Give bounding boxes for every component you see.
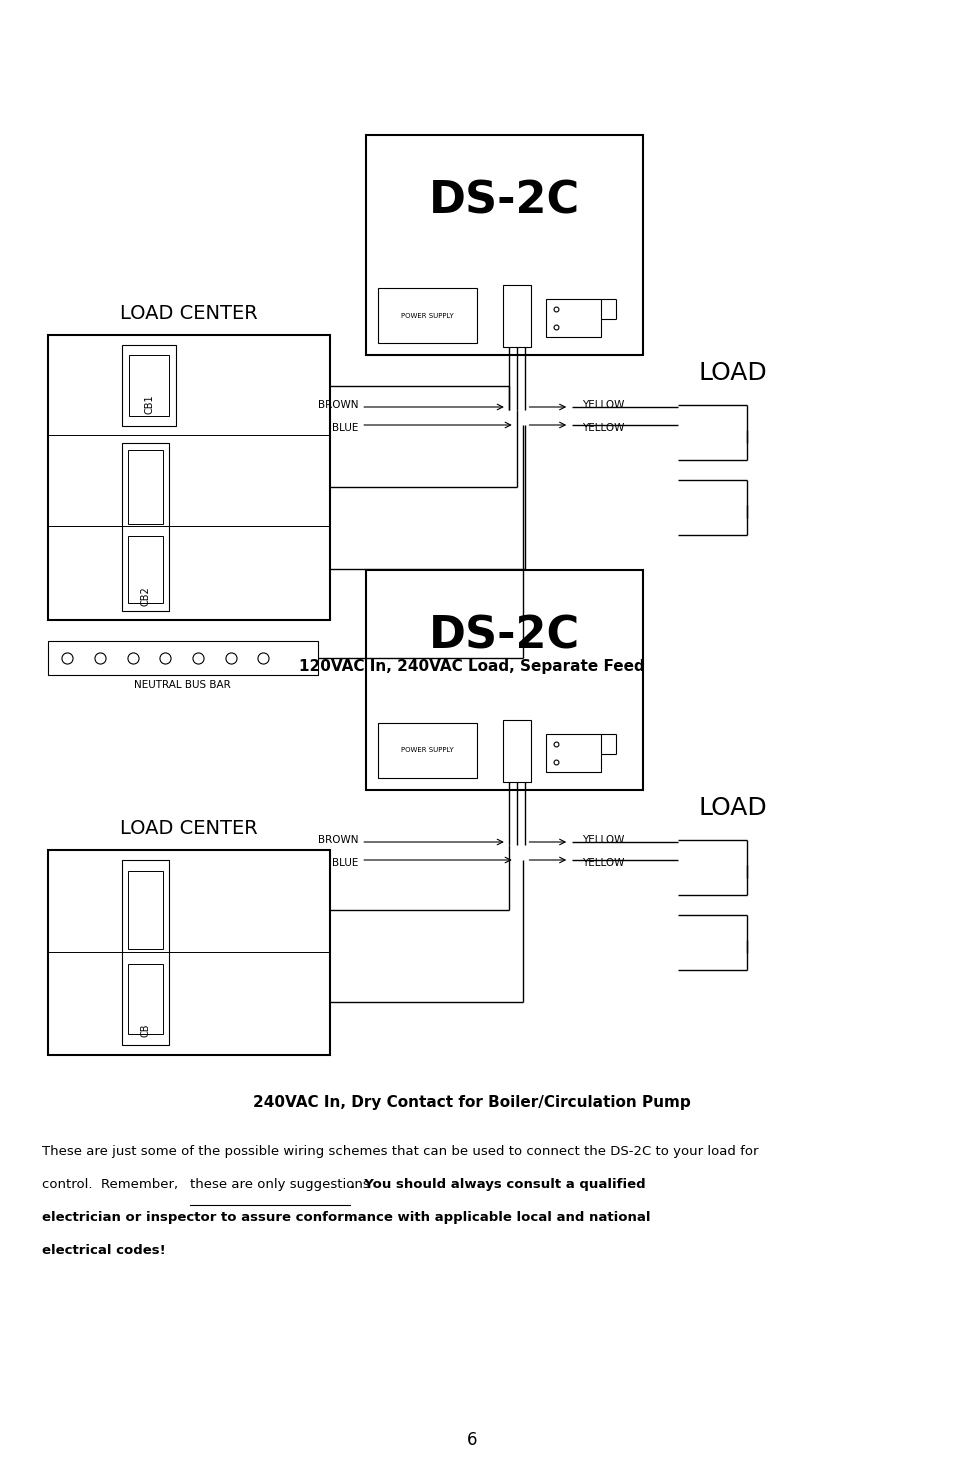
Text: YELLOW: YELLOW <box>581 400 624 410</box>
Bar <box>48 642 317 676</box>
Text: NEUTRAL BUS BAR: NEUTRAL BUS BAR <box>134 680 231 690</box>
Text: electrician or inspector to assure conformance with applicable local and nationa: electrician or inspector to assure confo… <box>42 1211 649 1224</box>
Text: POWER SUPPLY: POWER SUPPLY <box>401 313 454 319</box>
Text: 240VAC In, Dry Contact for Boiler/Circulation Pump: 240VAC In, Dry Contact for Boiler/Circul… <box>253 1096 690 1111</box>
Bar <box>502 285 530 347</box>
Bar <box>128 963 163 1034</box>
Bar <box>129 355 169 416</box>
Text: these are only suggestions: these are only suggestions <box>190 1179 370 1190</box>
Text: YELLOW: YELLOW <box>581 423 624 434</box>
Bar <box>546 735 600 771</box>
Bar <box>48 335 330 620</box>
Text: BROWN: BROWN <box>317 400 358 410</box>
Text: .  You should always consult a qualified: . You should always consult a qualified <box>350 1179 645 1190</box>
Text: These are just some of the possible wiring schemes that can be used to connect t: These are just some of the possible wiri… <box>42 1145 758 1158</box>
Text: 120VAC In, 240VAC Load, Separate Feed: 120VAC In, 240VAC Load, Separate Feed <box>299 659 644 674</box>
Bar <box>366 569 642 791</box>
Text: YELLOW: YELLOW <box>581 835 624 845</box>
Text: 6: 6 <box>466 1431 476 1448</box>
Text: BROWN: BROWN <box>317 835 358 845</box>
Bar <box>128 872 163 948</box>
Text: DS-2C: DS-2C <box>429 180 579 223</box>
Bar <box>122 860 169 1044</box>
Bar <box>122 444 169 612</box>
Text: BLUE: BLUE <box>332 423 358 434</box>
Text: YELLOW: YELLOW <box>581 858 624 867</box>
Text: LOAD: LOAD <box>698 796 766 820</box>
Bar <box>377 288 476 344</box>
Text: LOAD CENTER: LOAD CENTER <box>119 304 257 323</box>
Bar <box>546 299 600 336</box>
Bar <box>502 720 530 782</box>
Bar <box>377 723 476 777</box>
Bar <box>128 535 163 603</box>
Text: control.  Remember,: control. Remember, <box>42 1179 182 1190</box>
Text: electrical codes!: electrical codes! <box>42 1243 165 1257</box>
Text: CB1: CB1 <box>144 395 154 414</box>
Text: BLUE: BLUE <box>332 858 358 867</box>
Bar <box>128 450 163 524</box>
Text: POWER SUPPLY: POWER SUPPLY <box>401 748 454 754</box>
Text: CB: CB <box>140 1024 151 1037</box>
Text: DS-2C: DS-2C <box>429 615 579 658</box>
Bar <box>48 850 330 1055</box>
Text: LOAD: LOAD <box>698 361 766 385</box>
Bar <box>366 136 642 355</box>
Bar <box>122 345 176 426</box>
Text: LOAD CENTER: LOAD CENTER <box>119 819 257 838</box>
Text: CB2: CB2 <box>140 587 151 606</box>
